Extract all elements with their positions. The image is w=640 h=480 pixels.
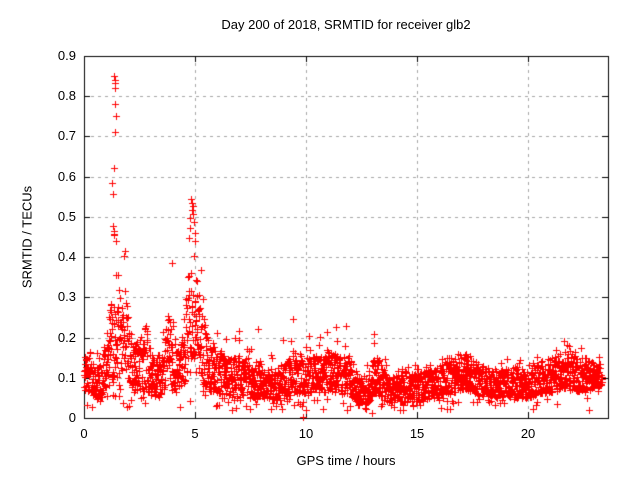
y-tick-label: 0.8 (57, 88, 76, 104)
y-tick-label: 0.6 (57, 168, 76, 184)
y-tick-label: 0.2 (57, 329, 76, 345)
y-axis-label: SRMTID / TECUs (19, 185, 35, 289)
y-tick-label: 0 (68, 410, 76, 425)
y-tick-label: 0.7 (57, 128, 76, 144)
x-axis-label: GPS time / hours (296, 453, 396, 468)
chart-title: Day 200 of 2018, SRMTID for receiver glb… (221, 17, 471, 32)
y-tick-label: 0.3 (57, 289, 76, 305)
x-tick-label: 0 (80, 426, 88, 441)
x-tick-label: 5 (191, 426, 199, 441)
y-tick-label: 0.4 (57, 249, 76, 265)
y-tick-label: 0.9 (57, 48, 76, 63)
x-tick-label: 15 (409, 426, 425, 441)
y-tick-label: 0.5 (57, 208, 76, 224)
x-tick-label: 10 (298, 426, 314, 441)
y-tick-label: 0.1 (57, 369, 76, 385)
x-tick-label: 20 (520, 426, 536, 441)
